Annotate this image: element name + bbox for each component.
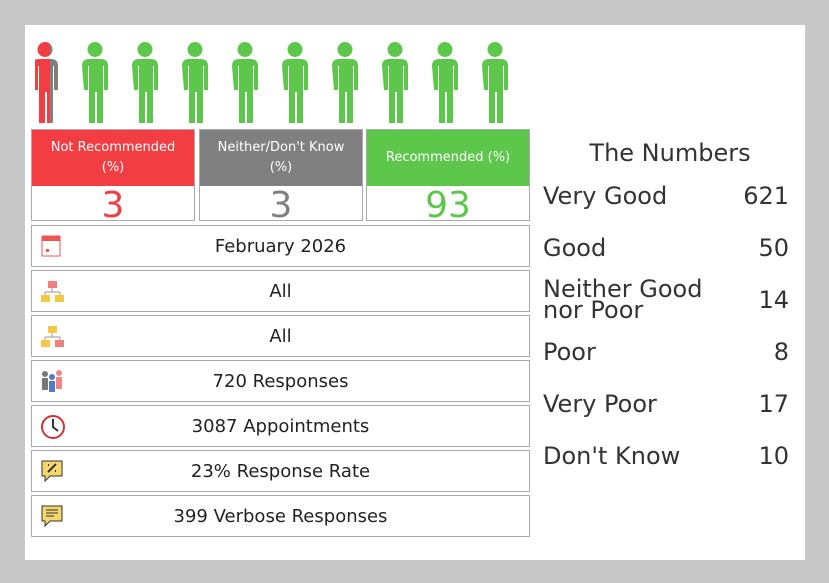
numbers-row: Good 50 [543, 222, 789, 274]
numbers-label: Don't Know [543, 441, 681, 470]
numbers-row: Very Poor 17 [543, 378, 789, 430]
numbers-value: 17 [758, 390, 789, 418]
detail-text: 399 Verbose Responses [173, 505, 388, 527]
pictograph-segment [65, 40, 530, 125]
detail-text: 23% Response Rate [190, 460, 371, 482]
numbers-label: Very Poor [543, 389, 657, 418]
numbers-value: 8 [773, 338, 789, 366]
dashboard: Not Recommended (%) 3 Neither/Don't Know … [25, 25, 805, 560]
detail-text: All [269, 325, 292, 347]
detail-row: 399 Verbose Responses [31, 495, 530, 537]
detail-text: All [269, 280, 292, 302]
detail-row: All [31, 315, 530, 357]
comment-icon [41, 505, 63, 528]
numbers-label: Very Good [543, 181, 668, 210]
org-icon [41, 281, 64, 302]
numbers-value: 10 [758, 442, 789, 470]
numbers-row: Don't Know 10 [543, 430, 789, 482]
pictograph-segment [35, 40, 50, 125]
card-label: Neither/Don't Know (%) [200, 130, 362, 186]
card-label: Recommended (%) [367, 130, 529, 186]
numbers-label: Poor [543, 337, 596, 366]
numbers-label: Good [543, 233, 607, 262]
detail-row: 720 Responses [31, 360, 530, 402]
summary-card: Not Recommended (%) 3 [31, 129, 195, 226]
rate-icon [41, 460, 63, 483]
card-label: Not Recommended (%) [32, 130, 194, 186]
numbers-value: 621 [743, 182, 789, 210]
people-icon [42, 370, 62, 392]
calendar-icon [41, 235, 61, 257]
numbers-value: 50 [758, 234, 789, 262]
numbers-row: Neither Good nor Poor 14 [543, 274, 789, 326]
detail-row: 23% Response Rate [31, 450, 530, 492]
card-value: 3 [269, 185, 293, 226]
detail-text: 3087 Appointments [191, 415, 370, 437]
numbers-label: Neither Good nor Poor [543, 275, 703, 324]
detail-row: 3087 Appointments [31, 405, 530, 447]
numbers-row: Very Good 621 [543, 170, 789, 222]
detail-text: 720 Responses [212, 370, 349, 392]
detail-row: All [31, 270, 530, 312]
summary-card: Neither/Don't Know (%) 3 [199, 129, 363, 226]
pictograph-segment [50, 40, 65, 125]
detail-text: February 2026 [214, 235, 347, 257]
card-value: 93 [425, 185, 471, 226]
detail-row: February 2026 [31, 225, 530, 267]
clock-icon [41, 415, 65, 439]
numbers-value: 14 [758, 286, 789, 314]
org-icon [41, 326, 64, 347]
card-value: 3 [101, 185, 125, 226]
numbers-title: The Numbers [589, 139, 751, 167]
summary-card: Recommended (%) 93 [366, 129, 530, 226]
numbers-row: Poor 8 [543, 326, 789, 378]
pictograph [35, 40, 530, 125]
